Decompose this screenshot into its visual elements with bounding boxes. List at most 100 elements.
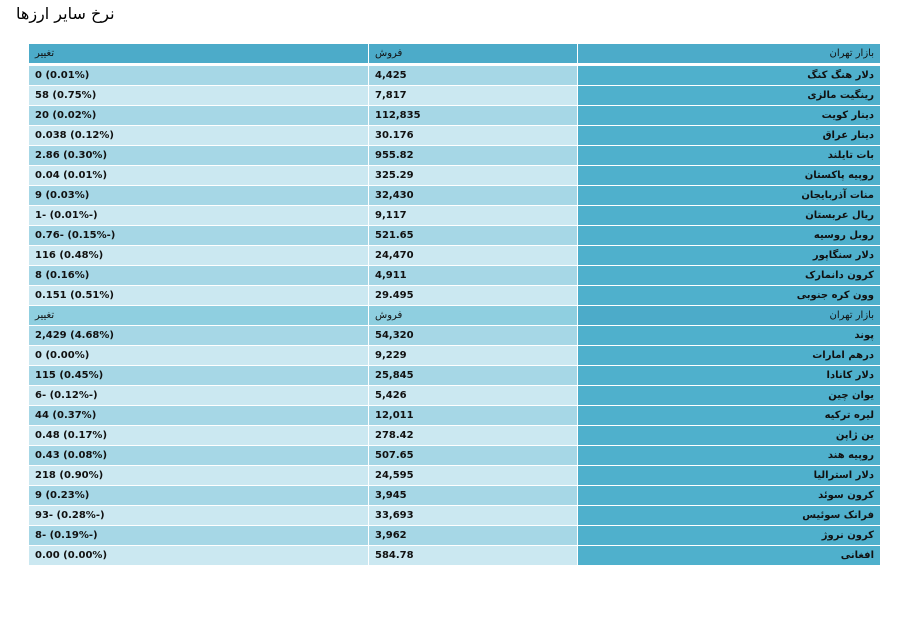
table-row: دلار کانادا 25,845 (0.45%) 115 — [28, 365, 881, 386]
currency-name: دلار استرالیا — [577, 465, 881, 486]
table-row: دینار کویت 112,835 (0.02%) 20 — [28, 105, 881, 126]
table-row: پوند 54,320 (4.68%) 2,429 — [28, 325, 881, 346]
sell-price: 278.42 — [368, 425, 578, 446]
header-market: بازار تهران — [577, 43, 881, 65]
price-change: (-0.15%) -0.76 — [28, 225, 369, 246]
currency-rates-table: بازار تهران فروش تغییر دلار هنگ کنگ 4,425… — [28, 43, 881, 566]
currency-name: منات آذربایجان — [577, 185, 881, 206]
currency-name: ین ژاپن — [577, 425, 881, 446]
price-change: (0.30%) 2.86 — [28, 145, 369, 166]
price-change: (0.75%) 58 — [28, 85, 369, 106]
currency-name: یوان چین — [577, 385, 881, 406]
table-subheader-row: بازار تهران فروش تغییر — [28, 305, 881, 326]
currency-name: پوند — [577, 325, 881, 346]
currency-name: وون کره جنوبی — [577, 285, 881, 306]
subheader-market: بازار تهران — [577, 305, 881, 326]
price-change: (-0.01%) -1 — [28, 205, 369, 226]
sell-price: 521.65 — [368, 225, 578, 246]
price-change: (0.01%) 0 — [28, 63, 369, 86]
table-row: ریال عربستان 9,117 (-0.01%) -1 — [28, 205, 881, 226]
price-change: (0.37%) 44 — [28, 405, 369, 426]
sell-price: 54,320 — [368, 325, 578, 346]
currency-name: بات تایلند — [577, 145, 881, 166]
table-row: درهم امارات 9,229 (0.00%) 0 — [28, 345, 881, 366]
subheader-change: تغییر — [28, 305, 369, 326]
price-change: (0.00%) 0.00 — [28, 545, 369, 566]
header-sell: فروش — [368, 43, 578, 65]
table-row: رینگیت مالزی 7,817 (0.75%) 58 — [28, 85, 881, 106]
table-row: روپیه پاکستان 325.29 (0.01%) 0.04 — [28, 165, 881, 186]
sell-price: 3,945 — [368, 485, 578, 506]
currency-name: ریال عربستان — [577, 205, 881, 226]
price-change: (0.01%) 0.04 — [28, 165, 369, 186]
table-row: دلار هنگ کنگ 4,425 (0.01%) 0 — [28, 63, 881, 86]
sell-price: 32,430 — [368, 185, 578, 206]
currency-name: دلار کانادا — [577, 365, 881, 386]
currency-name: افغانی — [577, 545, 881, 566]
table-row: دینار عراق 30.176 (0.12%) 0.038 — [28, 125, 881, 146]
sell-price: 5,426 — [368, 385, 578, 406]
table-header-row: بازار تهران فروش تغییر — [28, 43, 881, 65]
subheader-sell: فروش — [368, 305, 578, 326]
table-row: فرانک سوئیس 33,693 (-0.28%) -93 — [28, 505, 881, 526]
table-row: دلار استرالیا 24,595 (0.90%) 218 — [28, 465, 881, 486]
table-row: یوان چین 5,426 (-0.12%) -6 — [28, 385, 881, 406]
price-change: (0.90%) 218 — [28, 465, 369, 486]
sell-price: 4,425 — [368, 63, 578, 86]
currency-name: کرون سوئد — [577, 485, 881, 506]
price-change: (0.48%) 116 — [28, 245, 369, 266]
price-change: (0.51%) 0.151 — [28, 285, 369, 306]
sell-price: 112,835 — [368, 105, 578, 126]
table-row: کرون دانمارک 4,911 (0.16%) 8 — [28, 265, 881, 286]
table-row: افغانی 584.78 (0.00%) 0.00 — [28, 545, 881, 566]
sell-price: 4,911 — [368, 265, 578, 286]
sell-price: 955.82 — [368, 145, 578, 166]
sell-price: 325.29 — [368, 165, 578, 186]
price-change: (0.45%) 115 — [28, 365, 369, 386]
sell-price: 33,693 — [368, 505, 578, 526]
price-change: (0.16%) 8 — [28, 265, 369, 286]
table-row: لیره ترکیه 12,011 (0.37%) 44 — [28, 405, 881, 426]
price-change: (4.68%) 2,429 — [28, 325, 369, 346]
header-change: تغییر — [28, 43, 369, 65]
sell-price: 24,470 — [368, 245, 578, 266]
currency-name: کرون دانمارک — [577, 265, 881, 286]
sell-price: 7,817 — [368, 85, 578, 106]
price-change: (-0.19%) -8 — [28, 525, 369, 546]
price-change: (0.08%) 0.43 — [28, 445, 369, 466]
table-row: روپیه هند 507.65 (0.08%) 0.43 — [28, 445, 881, 466]
sell-price: 29.495 — [368, 285, 578, 306]
price-change: (0.02%) 20 — [28, 105, 369, 126]
table-row: منات آذربایجان 32,430 (0.03%) 9 — [28, 185, 881, 206]
currency-name: فرانک سوئیس — [577, 505, 881, 526]
table-row: بات تایلند 955.82 (0.30%) 2.86 — [28, 145, 881, 166]
sell-price: 30.176 — [368, 125, 578, 146]
sell-price: 12,011 — [368, 405, 578, 426]
currency-name: کرون نروژ — [577, 525, 881, 546]
sell-price: 9,229 — [368, 345, 578, 366]
currency-name: درهم امارات — [577, 345, 881, 366]
table-row: روبل روسیه 521.65 (-0.15%) -0.76 — [28, 225, 881, 246]
sell-price: 507.65 — [368, 445, 578, 466]
price-change: (0.23%) 9 — [28, 485, 369, 506]
table-row: کرون نروژ 3,962 (-0.19%) -8 — [28, 525, 881, 546]
currency-name: دینار عراق — [577, 125, 881, 146]
currency-name: رینگیت مالزی — [577, 85, 881, 106]
price-change: (-0.12%) -6 — [28, 385, 369, 406]
currency-name: دینار کویت — [577, 105, 881, 126]
table-row: کرون سوئد 3,945 (0.23%) 9 — [28, 485, 881, 506]
price-change: (0.17%) 0.48 — [28, 425, 369, 446]
table-row: وون کره جنوبی 29.495 (0.51%) 0.151 — [28, 285, 881, 306]
price-change: (-0.28%) -93 — [28, 505, 369, 526]
page-title: نرخ سایر ارزها — [16, 4, 115, 23]
currency-name: دلار سنگاپور — [577, 245, 881, 266]
table-row: دلار سنگاپور 24,470 (0.48%) 116 — [28, 245, 881, 266]
currency-name: دلار هنگ کنگ — [577, 63, 881, 86]
sell-price: 24,595 — [368, 465, 578, 486]
currency-name: روپیه پاکستان — [577, 165, 881, 186]
sell-price: 25,845 — [368, 365, 578, 386]
sell-price: 3,962 — [368, 525, 578, 546]
price-change: (0.00%) 0 — [28, 345, 369, 366]
sell-price: 9,117 — [368, 205, 578, 226]
sell-price: 584.78 — [368, 545, 578, 566]
